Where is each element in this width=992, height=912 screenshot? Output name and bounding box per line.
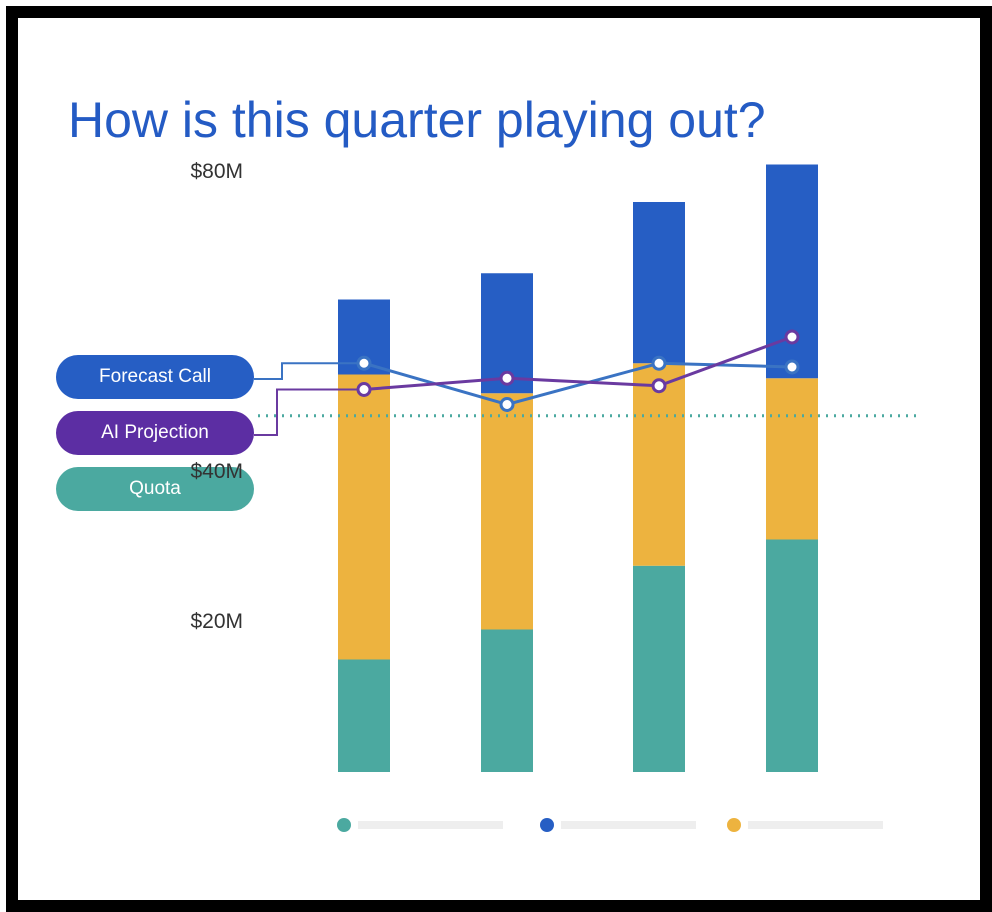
ai-projection-point [499,370,515,386]
forecast-call-point [499,397,515,412]
legend-marker-yellow [727,818,741,832]
y-tick-label: $40M [190,460,243,483]
bar-segment-yellow [481,393,533,630]
bar-segment-teal [481,629,533,772]
forecast-call-label: Forecast Call [56,355,254,399]
forecast-call-point [356,355,372,371]
legend-label-placeholder [358,821,503,829]
ai-connector [254,388,364,436]
forecast-call-point [651,355,667,371]
legend-label-placeholder [748,821,883,829]
chart-canvas [254,164,918,832]
bar-segment-blue [766,164,818,379]
y-tick-label: $20M [190,610,243,633]
chart-title: How is this quarter playing out? [68,92,766,148]
ai-projection-label: AI Projection [56,411,254,455]
legend-marker-teal [337,818,351,832]
y-tick-label: $80M [190,160,243,183]
bar-segment-teal [633,565,685,772]
bar-segment-teal [338,659,390,772]
ai-projection-point [356,382,372,397]
legend-marker-blue [540,818,554,832]
quota-label: Quota [56,467,254,511]
bar-segment-blue [633,202,685,364]
bar-segment-yellow [633,363,685,566]
bar-segment-yellow [338,374,390,660]
ai-projection-point [651,378,667,394]
bar-segment-teal [766,539,818,772]
ai-projection-line [363,335,793,391]
ai-projection-point [784,329,800,345]
legend-label-placeholder [561,821,696,829]
bar-segment-yellow [766,378,818,540]
forecast-connector [254,362,364,380]
forecast-call-point [784,359,800,375]
chart-frame: How is this quarter playing out? Forecas… [6,6,992,912]
